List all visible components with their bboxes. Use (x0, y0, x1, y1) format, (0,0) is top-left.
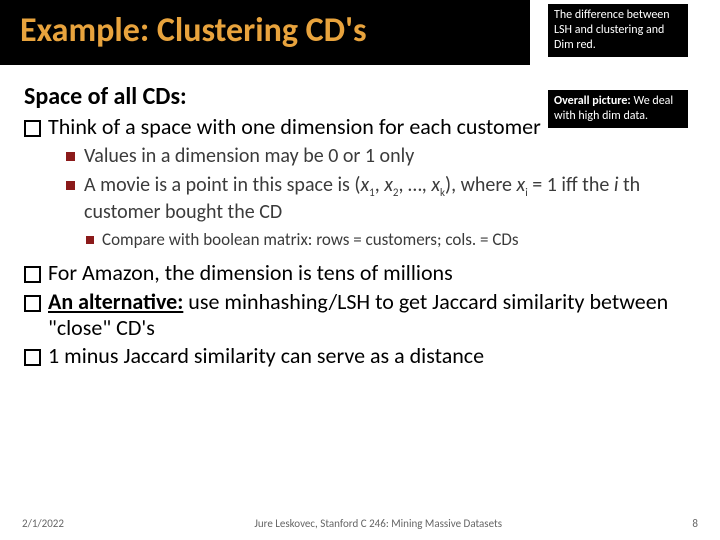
text: = 1 iff the (528, 173, 614, 197)
text: ), where (445, 173, 517, 197)
text: , (375, 173, 385, 197)
subbullet-movie-point: A movie is a point in this space is (x1,… (24, 173, 696, 225)
alternative-label: An alternative: (48, 288, 183, 315)
subbullet-values-01: Values in a dimension may be 0 or 1 only (24, 144, 696, 169)
subsubbullet-boolean-matrix: Compare with boolean matrix: rows = cust… (24, 229, 696, 250)
slide-body: Space of all CDs: Think of a space with … (0, 65, 720, 370)
bullet-alternative: An alternative: use minhashing/LSH to ge… (24, 289, 696, 342)
subheading: Space of all CDs: (24, 83, 696, 112)
slide: { "title": "Example: Clustering CD's", "… (0, 0, 720, 540)
note-difference: The difference between LSH and clusterin… (548, 4, 688, 57)
slide-title: Example: Clustering CD's (0, 0, 530, 65)
bullet-think-space: Think of a space with one dimension for … (24, 114, 696, 140)
text: , …, (398, 173, 431, 197)
var-x: x (384, 173, 393, 197)
slide-footer: 2/1/2022 Jure Leskovec, Stanford C 246: … (0, 517, 720, 530)
text: A movie is a point in this space is ( (84, 173, 360, 197)
footer-date: 2/1/2022 (22, 517, 64, 530)
text: customer bought the CD (84, 200, 282, 224)
var-x: x (431, 173, 440, 197)
var-x: x (517, 173, 526, 197)
bullet-amazon-dimension: For Amazon, the dimension is tens of mil… (24, 260, 696, 286)
var-x: x (360, 173, 369, 197)
bullet-distance: 1 minus Jaccard similarity can serve as … (24, 343, 696, 369)
footer-attribution: Jure Leskovec, Stanford C 246: Mining Ma… (254, 517, 502, 530)
text: th (618, 173, 640, 197)
footer-page-number: 8 (692, 517, 698, 530)
